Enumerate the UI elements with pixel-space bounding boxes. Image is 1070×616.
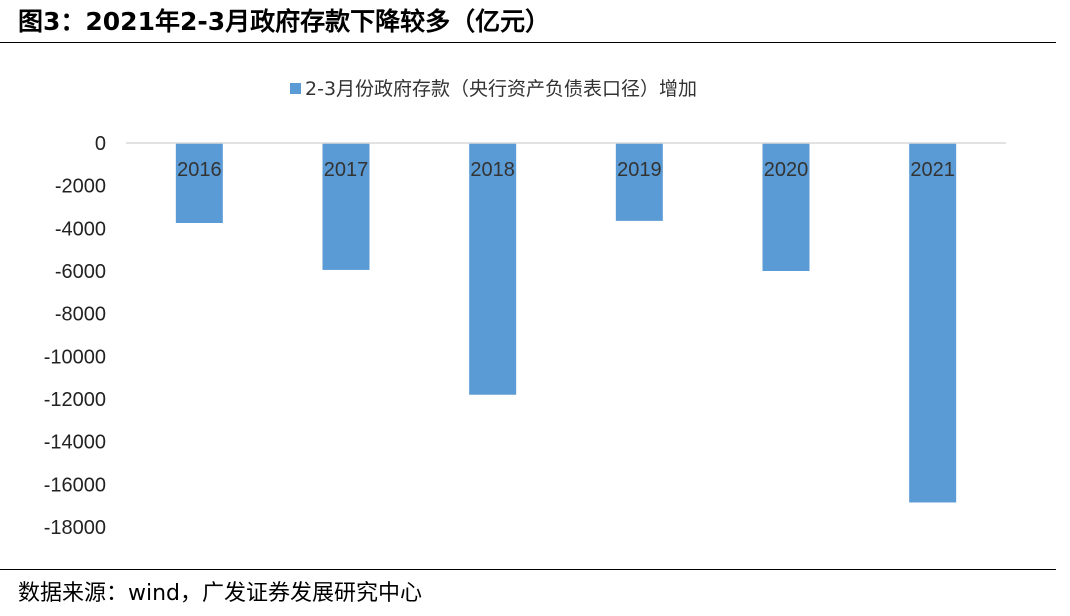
- y-tick-label: 0: [95, 133, 106, 155]
- y-tick-label: -4000: [55, 218, 106, 240]
- legend-swatch: [290, 83, 301, 94]
- y-tick-label: -12000: [44, 389, 106, 411]
- y-tick-label: -6000: [55, 261, 106, 283]
- bar-2018: [469, 143, 517, 395]
- y-axis: 0 -2000 -4000 -6000 -8000 -10000 -12000 -14000 -…: [44, 133, 106, 539]
- source-note: 数据来源：wind，广发证券发展研究中心: [18, 581, 423, 606]
- y-tick-label: -16000: [44, 474, 106, 496]
- bar-2019: [615, 143, 663, 221]
- bottom-rule: [0, 569, 1056, 570]
- y-tick-label: -18000: [44, 517, 106, 539]
- legend-label: 2-3月份政府存款（央行资产负债表口径）增加: [305, 78, 697, 100]
- y-tick-label: -2000: [55, 176, 106, 198]
- bar-2017: [322, 143, 370, 270]
- x-tick-label: 2017: [324, 159, 369, 181]
- figure-title: 图3：2021年2-3月政府存款下降较多（亿元）: [18, 7, 551, 36]
- x-tick-label: 2016: [177, 159, 222, 181]
- y-tick-label: -10000: [44, 346, 106, 368]
- y-tick-label: -8000: [55, 304, 106, 326]
- bars: [175, 143, 957, 503]
- bar-2021: [909, 143, 957, 503]
- legend: 2-3月份政府存款（央行资产负债表口径）增加: [290, 78, 697, 100]
- bar-2016: [175, 143, 223, 223]
- x-tick-label: 2018: [470, 159, 515, 181]
- top-rule: [0, 42, 1056, 43]
- x-axis: 2016 2017 2018 2019 2020 2021: [126, 142, 1006, 181]
- x-tick-label: 2020: [764, 159, 809, 181]
- bar-2020: [762, 143, 810, 271]
- x-tick-label: 2019: [617, 159, 662, 181]
- x-tick-label: 2021: [910, 159, 955, 181]
- y-tick-label: -14000: [44, 432, 106, 454]
